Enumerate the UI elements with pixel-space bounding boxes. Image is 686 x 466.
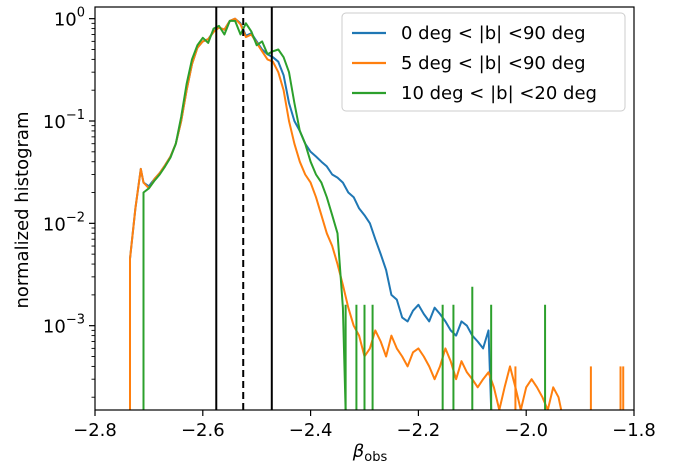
- x-axis-label: βobs: [352, 441, 388, 465]
- y-axis-label: normalized histogram: [12, 112, 33, 309]
- x-tick-label-1: −2.6: [181, 420, 225, 441]
- x-tick-label-4: −2.0: [504, 420, 548, 441]
- y-tick-label-2: 10−2: [43, 210, 85, 235]
- x-tick-label-5: −1.8: [612, 420, 656, 441]
- legend-box: [341, 12, 626, 112]
- legend-label-2: 10 deg < |b| <20 deg: [401, 83, 597, 104]
- y-tick-label-1: 10−1: [43, 108, 85, 133]
- x-tick-label-3: −2.2: [397, 420, 441, 441]
- x-tick-label-2: −2.4: [289, 420, 333, 441]
- legend: 0 deg < |b| <90 deg 5 deg < |b| <90 deg …: [341, 12, 626, 112]
- plot-frame: [94, 6, 635, 411]
- legend-label-1: 5 deg < |b| <90 deg: [401, 53, 586, 74]
- y-tick-label-0: 100: [54, 6, 85, 31]
- x-tick-label-0: −2.8: [73, 420, 117, 441]
- legend-label-0: 0 deg < |b| <90 deg: [401, 23, 586, 44]
- series-line-2: [142, 19, 347, 410]
- y-tick-label-3: 10−3: [43, 313, 85, 338]
